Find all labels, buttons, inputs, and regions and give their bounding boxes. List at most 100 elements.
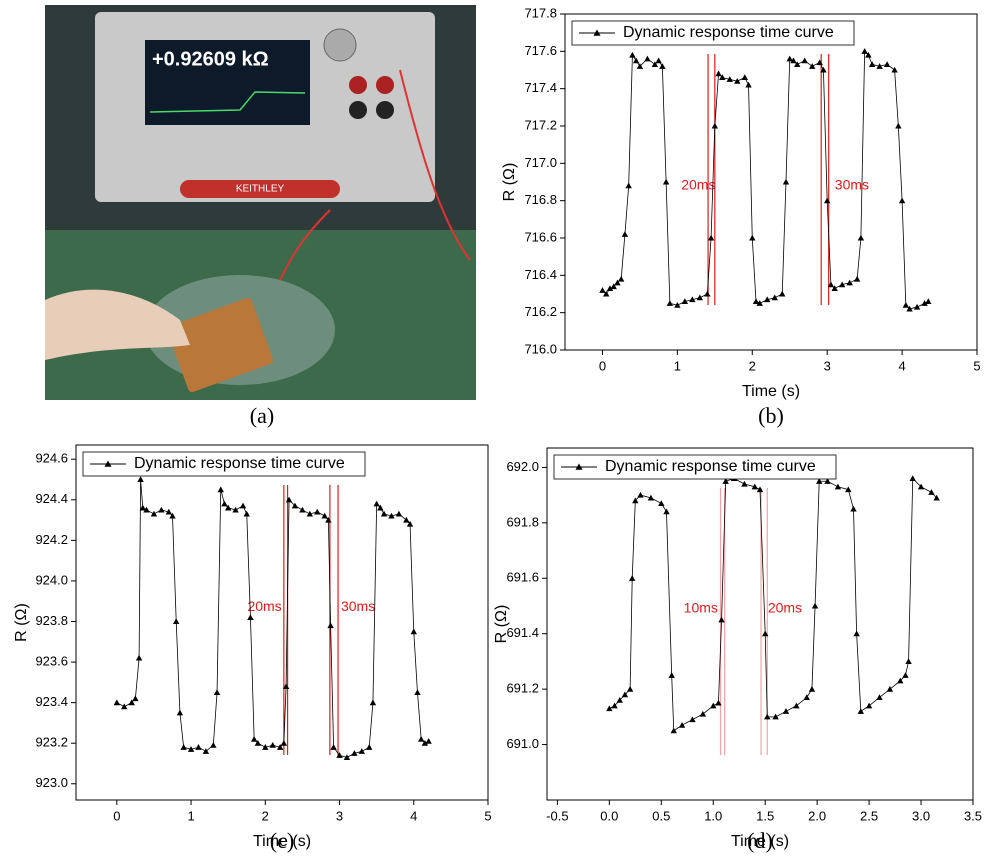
y-tick-label: 717.6 (524, 43, 557, 58)
legend-label: Dynamic response time curve (623, 24, 834, 41)
data-point (816, 59, 822, 65)
data-point (599, 287, 605, 293)
figure: +0.92609 kΩ KEITHLEY (a) 716.0716.2716.4… (0, 0, 985, 858)
caption: (c) (270, 828, 294, 853)
data-point (177, 710, 183, 716)
x-tick-label: 1.5 (756, 808, 774, 823)
data-point (809, 686, 815, 692)
data-point (824, 197, 830, 203)
data-point (658, 500, 664, 506)
data-point (663, 179, 669, 185)
data-point (697, 295, 703, 301)
data-point (858, 235, 864, 241)
data-point (618, 276, 624, 282)
annotation: 30ms (835, 176, 869, 192)
data-point (411, 628, 417, 634)
data-point (418, 736, 424, 742)
data-point (210, 742, 216, 748)
x-tick-label: 3.5 (964, 808, 982, 823)
data-line (117, 479, 429, 757)
data-point (783, 179, 789, 185)
y-tick-label: 924.6 (35, 451, 68, 466)
data-point (742, 74, 748, 80)
data-point (629, 52, 635, 58)
legend-label: Dynamic response time curve (605, 458, 816, 475)
x-tick-label: 0 (599, 358, 606, 373)
data-point (136, 655, 142, 661)
data-point (330, 744, 336, 750)
y-tick-label: 691.8 (506, 514, 539, 529)
data-point (671, 728, 677, 734)
data-point (903, 302, 909, 308)
data-point (708, 235, 714, 241)
data-point (846, 280, 852, 286)
data-point (902, 672, 908, 678)
data-point (414, 689, 420, 695)
data-point (835, 484, 841, 490)
y-axis-label: R (Ω) (13, 603, 30, 642)
y-tick-label: 691.2 (506, 681, 539, 696)
data-point (622, 231, 628, 237)
y-tick-label: 923.8 (35, 613, 68, 628)
x-tick-label: 5 (973, 358, 980, 373)
data-point (809, 63, 815, 69)
terminal (349, 101, 367, 119)
data-point (132, 695, 138, 701)
data-point (712, 123, 718, 129)
y-tick-label: 924.0 (35, 572, 68, 587)
data-point (180, 744, 186, 750)
data-point (281, 740, 287, 746)
x-axis-label: Time (s) (742, 383, 800, 400)
data-point (637, 492, 643, 498)
data-point (195, 744, 201, 750)
data-point (114, 699, 120, 705)
data-point (925, 298, 931, 304)
x-tick-label: 0.5 (652, 808, 670, 823)
data-point (218, 486, 224, 492)
data-point (667, 300, 673, 306)
terminal (376, 101, 394, 119)
data-point (910, 475, 916, 481)
data-point (887, 686, 893, 692)
data-point (741, 481, 747, 487)
x-tick-label: 2 (749, 358, 756, 373)
data-point (396, 511, 402, 517)
data-point (655, 57, 661, 63)
data-point (704, 291, 710, 297)
data-point (861, 48, 867, 54)
y-axis-label: R (Ω) (501, 163, 518, 202)
data-point (854, 276, 860, 282)
annotation: 20ms (768, 599, 802, 615)
x-tick-label: 2.5 (860, 808, 878, 823)
data-point (718, 617, 724, 623)
y-axis-label: R (Ω) (493, 605, 510, 644)
data-point (425, 738, 431, 744)
data-point (668, 672, 674, 678)
y-tick-label: 923.0 (35, 775, 68, 790)
caption: (d) (747, 828, 773, 853)
data-point (336, 752, 342, 758)
x-tick-label: 1 (674, 358, 681, 373)
screen-text: +0.92609 kΩ (152, 48, 269, 70)
data-point (158, 507, 164, 513)
data-point (884, 61, 890, 67)
caption: (b) (758, 403, 784, 428)
y-tick-label: 717.4 (524, 80, 557, 95)
x-tick-label: 1 (187, 808, 194, 823)
data-point (629, 575, 635, 581)
y-tick-label: 923.2 (35, 735, 68, 750)
data-point (659, 63, 665, 69)
x-tick-label: 3.0 (912, 808, 930, 823)
data-point (853, 631, 859, 637)
data-point (700, 711, 706, 717)
data-point (772, 295, 778, 301)
data-point (869, 61, 875, 67)
data-point (173, 618, 179, 624)
terminal (376, 76, 394, 94)
x-tick-label: -0.5 (546, 808, 568, 823)
data-point (299, 507, 305, 513)
data-point (321, 513, 327, 519)
y-tick-label: 716.4 (524, 267, 557, 282)
data-point (779, 291, 785, 297)
y-tick-label: 924.2 (35, 532, 68, 547)
